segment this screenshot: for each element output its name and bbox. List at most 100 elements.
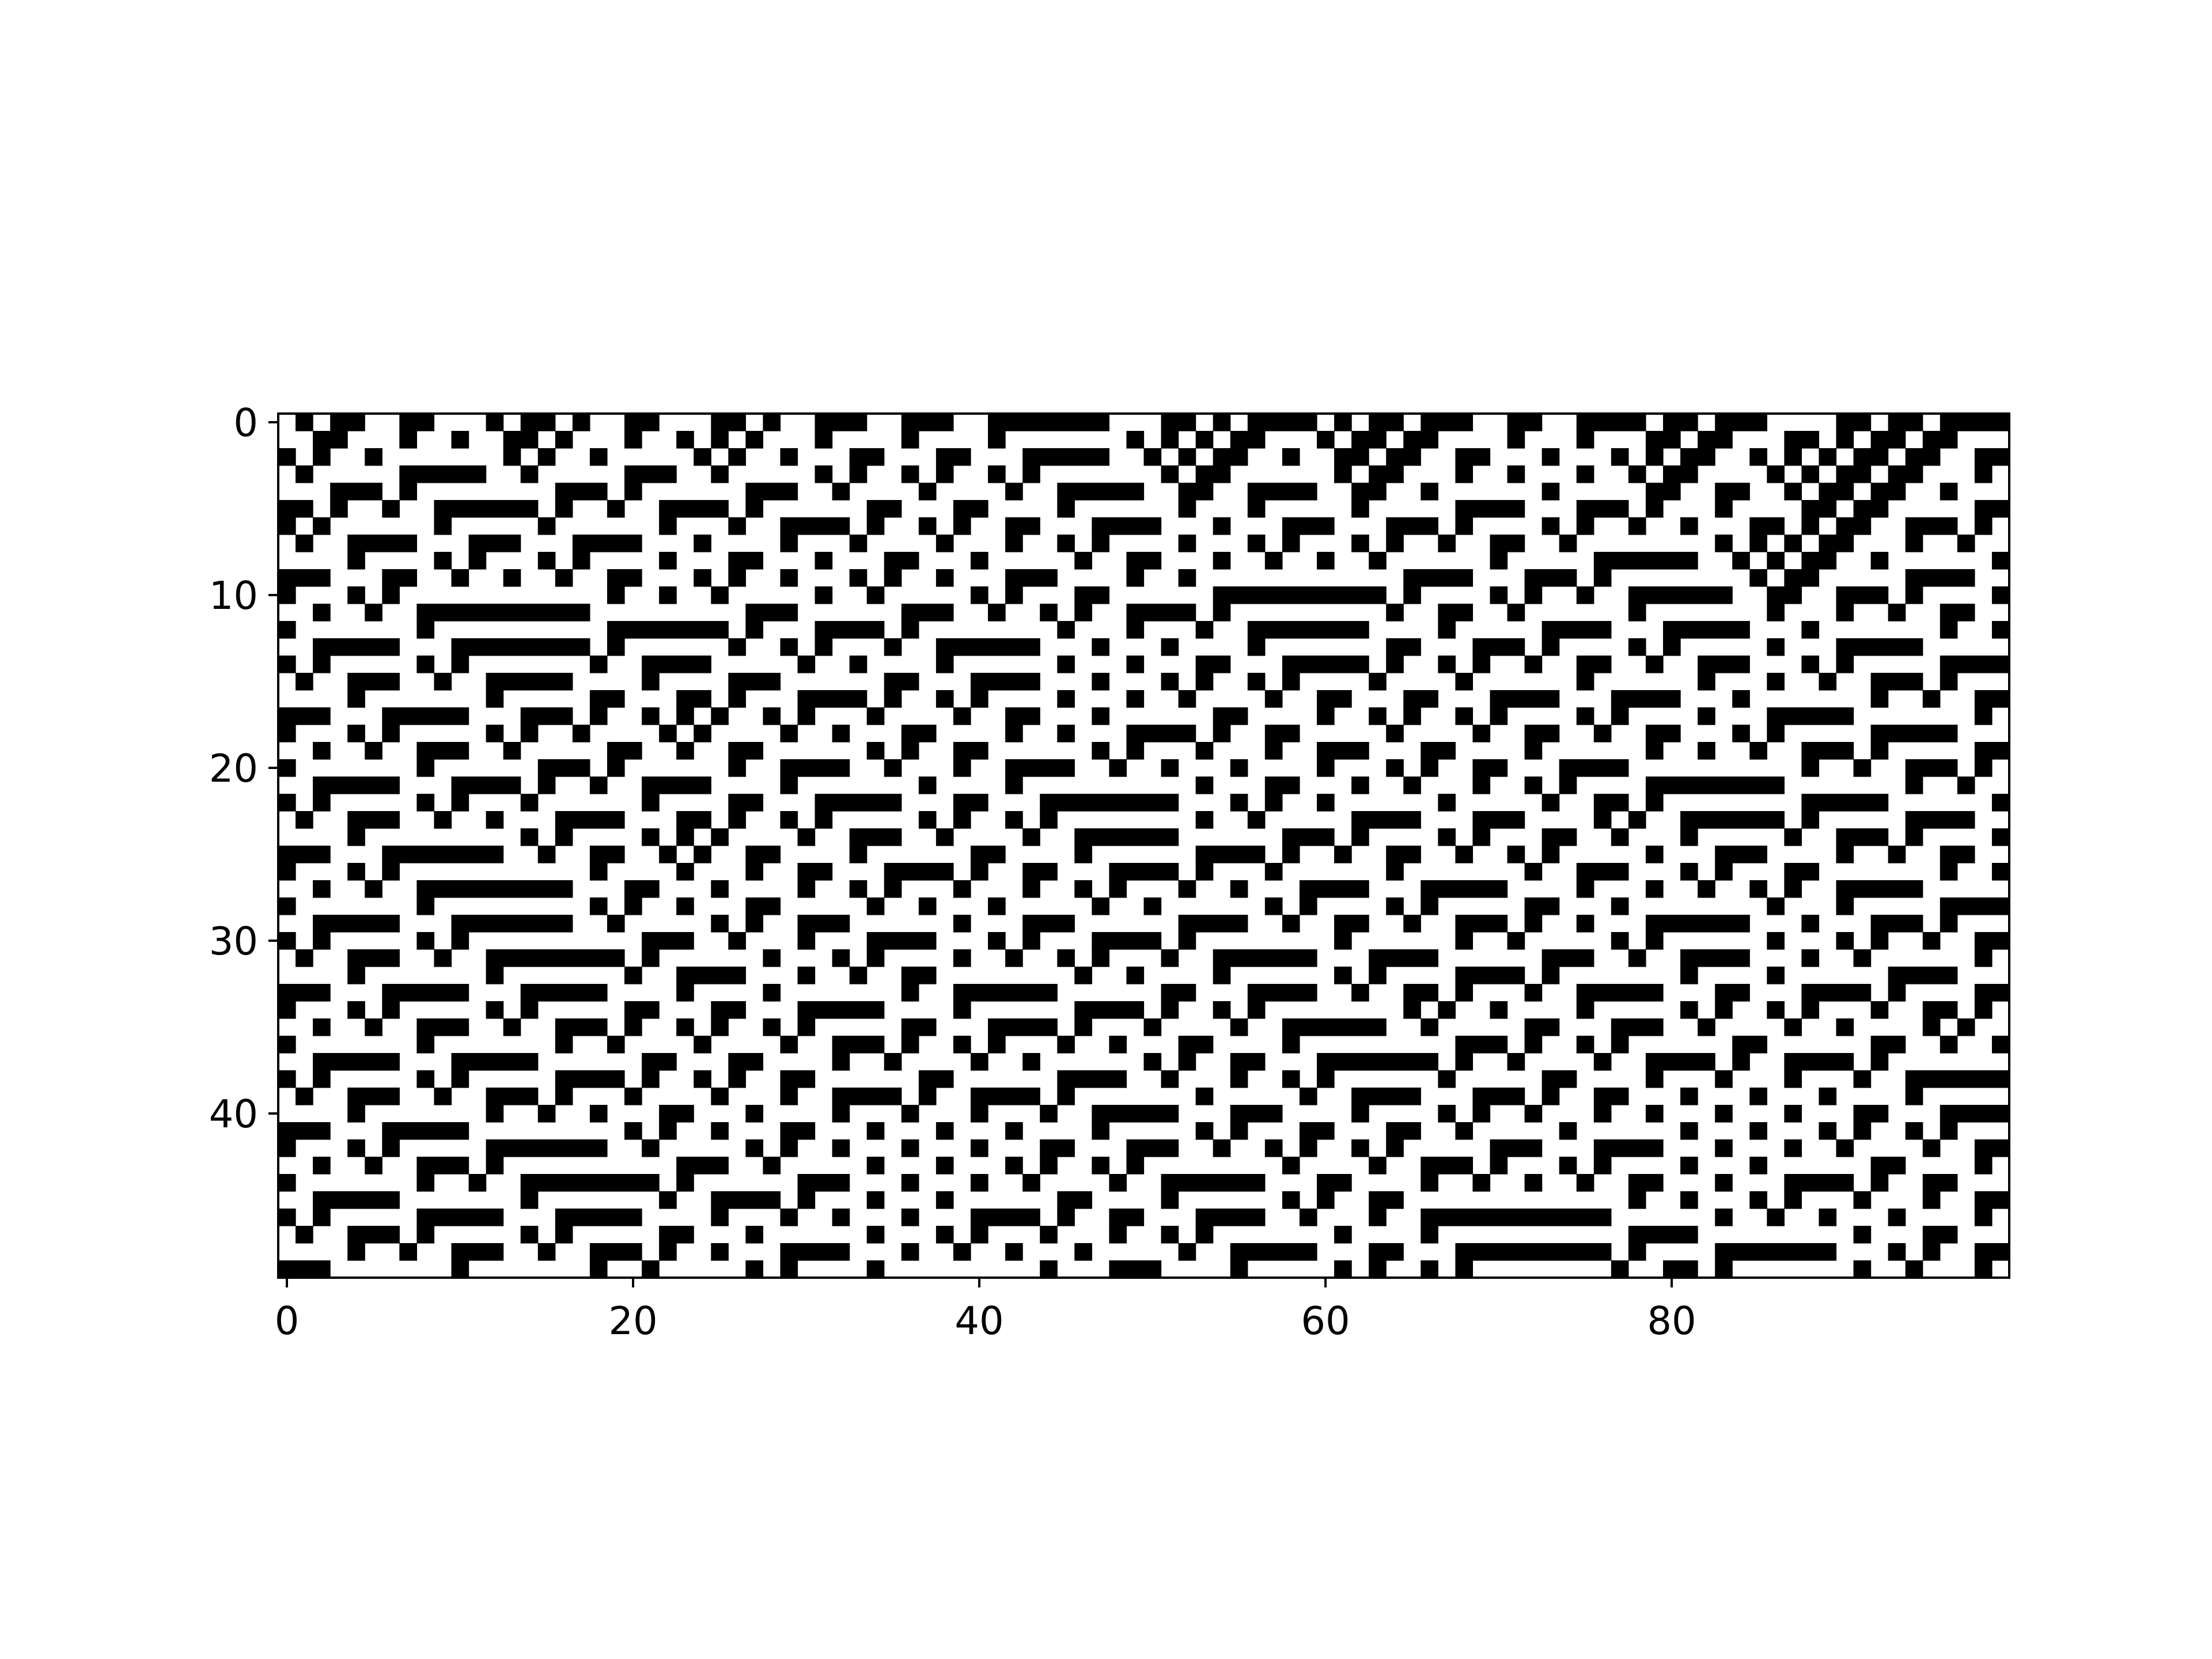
- heatmap-cell: [313, 1053, 400, 1071]
- heatmap-cell: [1299, 1088, 1317, 1105]
- heatmap-cell: [1628, 638, 1646, 656]
- heatmap-cell: [1178, 448, 1196, 466]
- heatmap-cell: [1074, 880, 1092, 898]
- heatmap-cell: [1836, 932, 1854, 950]
- heatmap-cell: [866, 1191, 885, 1209]
- heatmap-cell: [1369, 1260, 1387, 1278]
- heatmap-cell: [1593, 725, 1612, 743]
- heatmap-cell: [278, 656, 296, 673]
- heatmap-cell: [1057, 949, 1075, 967]
- heatmap-cell: [1282, 1036, 1300, 1054]
- heatmap-cell: [1230, 794, 1248, 812]
- heatmap-cell: [1905, 828, 1923, 846]
- heatmap-cell: [1767, 673, 1785, 691]
- heatmap-cell: [416, 1226, 435, 1244]
- heatmap-cell: [1455, 707, 1474, 725]
- heatmap-cell: [1645, 1105, 1664, 1123]
- heatmap-cell: [901, 1174, 919, 1192]
- heatmap-cell: [278, 517, 296, 535]
- heatmap-cell: [1299, 880, 1369, 898]
- x-tick-label: 60: [1301, 1298, 1350, 1343]
- heatmap-cell: [1698, 431, 1733, 449]
- heatmap-cell: [520, 828, 539, 846]
- heatmap-cell: [1455, 1243, 1612, 1261]
- heatmap-cell: [1264, 742, 1283, 760]
- heatmap-cell: [1282, 1018, 1387, 1036]
- heatmap-cell: [832, 949, 850, 967]
- heatmap-cell: [1870, 1174, 1889, 1192]
- heatmap-cell: [589, 1105, 608, 1123]
- heatmap-cell: [1991, 1036, 2010, 1054]
- heatmap-cell: [1351, 828, 1369, 846]
- heatmap-cell: [953, 1036, 971, 1054]
- heatmap-cell: [1455, 517, 1474, 535]
- heatmap-cell: [935, 448, 971, 466]
- heatmap-cell: [555, 431, 573, 449]
- heatmap-cell: [1074, 552, 1092, 570]
- heatmap-cell: [1541, 638, 1560, 656]
- heatmap-cell: [399, 483, 417, 501]
- heatmap-cell: [313, 517, 331, 535]
- heatmap-cell: [1836, 828, 1889, 846]
- heatmap-cell: [1940, 673, 1958, 691]
- heatmap-cell: [1455, 984, 1474, 1002]
- heatmap-cell: [1455, 915, 1508, 933]
- heatmap-cell: [1922, 690, 1941, 708]
- heatmap-cell: [1905, 811, 1975, 829]
- heatmap-cell: [1836, 465, 1872, 483]
- heatmap-cell: [935, 1122, 954, 1140]
- heatmap-cell: [1386, 863, 1404, 881]
- heatmap-cell: [694, 846, 711, 863]
- heatmap-cell: [382, 1001, 400, 1019]
- heatmap-cell: [382, 725, 400, 743]
- heatmap-cell: [347, 535, 417, 552]
- heatmap-cell: [676, 1174, 694, 1192]
- heatmap-cell: [416, 932, 435, 950]
- heatmap-cell: [988, 604, 1006, 622]
- heatmap-cell: [1178, 880, 1196, 898]
- heatmap-cell: [849, 846, 868, 863]
- y-tick-label: 20: [209, 746, 258, 791]
- heatmap-cell: [278, 1070, 296, 1088]
- heatmap-cell: [866, 1260, 885, 1278]
- heatmap-cell: [1611, 1018, 1664, 1036]
- heatmap-cell: [780, 517, 850, 535]
- heatmap-cell: [1472, 1174, 1491, 1192]
- heatmap-cell: [1126, 1139, 1179, 1157]
- heatmap-cell: [676, 707, 694, 725]
- heatmap-cell: [382, 1122, 469, 1140]
- heatmap-cell: [694, 725, 711, 743]
- heatmap-cell: [901, 742, 919, 760]
- axes-frame: [277, 412, 2010, 1279]
- heatmap-cell: [624, 1122, 642, 1140]
- heatmap-cell: [1369, 1157, 1387, 1175]
- heatmap-cell: [1559, 535, 1577, 552]
- heatmap-cell: [537, 777, 556, 794]
- heatmap-cell: [1178, 535, 1196, 552]
- heatmap-cell: [537, 759, 590, 777]
- heatmap-cell: [728, 932, 746, 950]
- heatmap-cell: [1005, 569, 1058, 587]
- heatmap-cell: [1628, 604, 1646, 622]
- heatmap-cell: [1421, 1157, 1474, 1175]
- heatmap-cell: [1040, 1260, 1058, 1278]
- heatmap-cell: [555, 1088, 573, 1105]
- heatmap-cell: [1299, 1209, 1317, 1226]
- heatmap-cell: [486, 967, 504, 984]
- heatmap-cell: [1403, 690, 1438, 708]
- heatmap-cell: [1611, 932, 1629, 950]
- heatmap-cell: [313, 777, 400, 794]
- heatmap-cell: [1472, 1088, 1525, 1105]
- heatmap-cell: [1351, 535, 1369, 552]
- heatmap-cell: [1057, 621, 1075, 639]
- heatmap-cell: [1195, 863, 1214, 881]
- heatmap-cell: [1749, 535, 1767, 552]
- heatmap-cell: [1836, 880, 1923, 898]
- heatmap-cell: [382, 707, 469, 725]
- heatmap-cell: [1022, 828, 1040, 846]
- heatmap-cell: [1940, 915, 1958, 933]
- heatmap-cell: [1317, 707, 1335, 725]
- heatmap-cell: [1282, 517, 1335, 535]
- heatmap-cell: [278, 1001, 296, 1019]
- heatmap-cell: [572, 725, 590, 743]
